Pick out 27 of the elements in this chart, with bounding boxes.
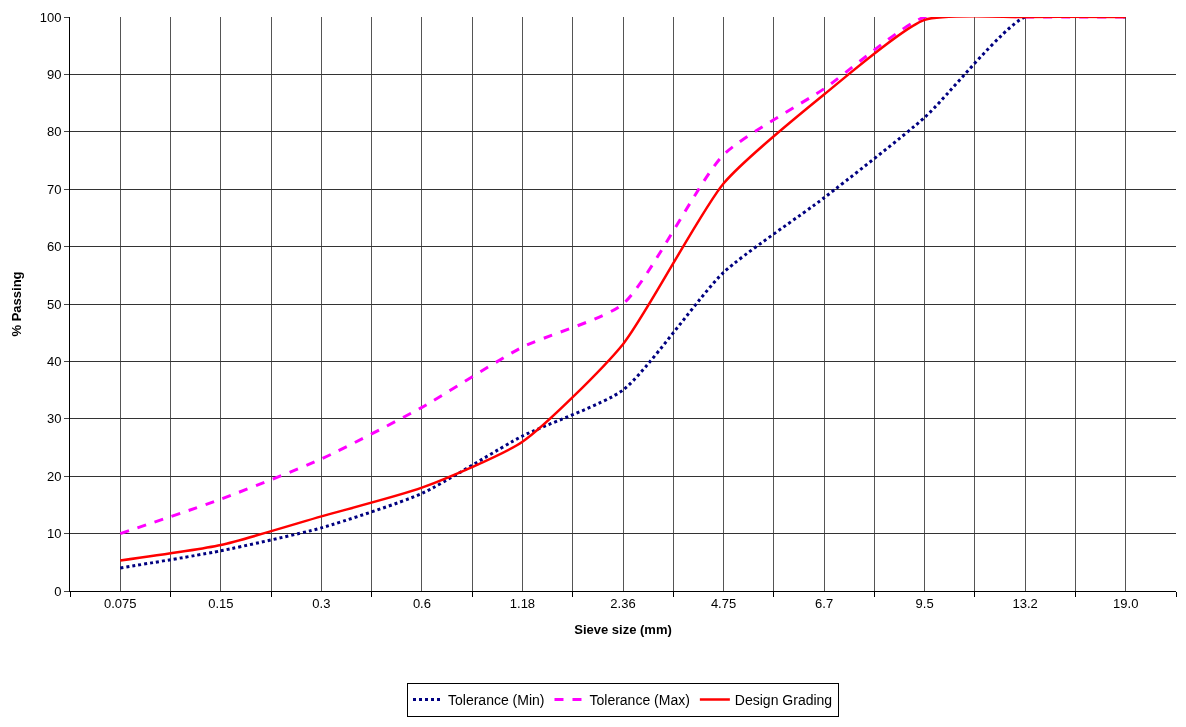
y-tick-label: 60 bbox=[46, 239, 62, 255]
x-tick-label: 19.0 bbox=[1113, 595, 1139, 611]
x-tick-label: 6.7 bbox=[815, 595, 834, 611]
y-tick-label: 0 bbox=[54, 583, 62, 599]
x-tick-label: 13.2 bbox=[1012, 595, 1038, 611]
y-axis-title: % Passing bbox=[8, 271, 24, 337]
x-tick-label: 0.3 bbox=[312, 595, 331, 611]
legend-label: Tolerance (Max) bbox=[589, 691, 690, 708]
y-tick-label: 40 bbox=[46, 353, 62, 369]
y-tick-label: 100 bbox=[39, 9, 62, 25]
legend-label: Design Grading bbox=[734, 691, 833, 708]
x-tick-label: 0.075 bbox=[104, 595, 137, 611]
y-tick-label: 50 bbox=[46, 296, 62, 312]
x-axis-title: Sieve size (mm) bbox=[574, 622, 672, 638]
legend-label: Tolerance (Min) bbox=[448, 691, 545, 708]
x-tick-label: 2.36 bbox=[610, 595, 636, 611]
y-tick-label: 70 bbox=[46, 181, 62, 197]
x-tick-label: 9.5 bbox=[915, 595, 934, 611]
y-tick-label: 20 bbox=[46, 468, 62, 484]
x-tick-label: 0.6 bbox=[412, 595, 431, 611]
y-tick-label: 10 bbox=[46, 526, 62, 542]
y-tick-label: 80 bbox=[46, 124, 62, 140]
x-tick-label: 0.15 bbox=[208, 595, 234, 611]
x-tick-label: 1.18 bbox=[509, 595, 536, 611]
y-tick-label: 30 bbox=[46, 411, 62, 427]
x-tick-label: 4.75 bbox=[710, 595, 737, 611]
y-tick-label: 90 bbox=[46, 66, 62, 82]
